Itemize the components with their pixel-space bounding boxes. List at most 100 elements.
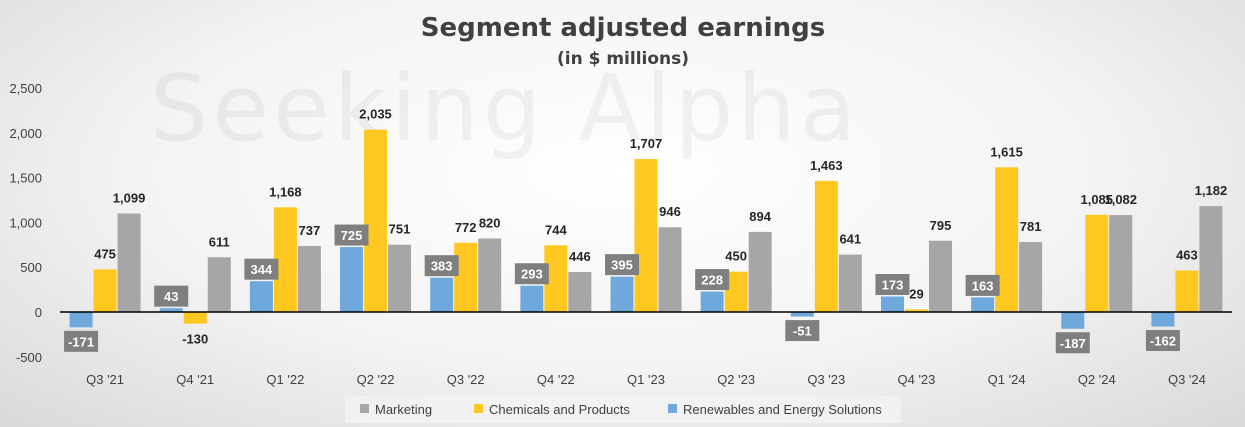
x-tick-label: Q2 '22 <box>357 372 395 387</box>
data-label-box <box>695 269 730 291</box>
bar-marketing <box>928 240 952 312</box>
data-label-chemicals-and-products: 450 <box>725 249 747 264</box>
data-label-box <box>1055 332 1090 354</box>
data-label-renewables-and-energy-solutions: 228 <box>701 273 723 288</box>
data-label-renewables-and-energy-solutions: 383 <box>431 259 453 274</box>
bar-renewables-and-energy-solutions <box>249 281 273 312</box>
chart-title: Segment adjusted earnings <box>421 13 826 43</box>
x-tick-label: Q3 '22 <box>447 372 485 387</box>
data-label-marketing: 894 <box>749 209 771 224</box>
bar-renewables-and-energy-solutions <box>159 308 183 312</box>
data-label-chemicals-and-products: 772 <box>455 220 477 235</box>
data-label-renewables-and-energy-solutions: 395 <box>611 258 633 273</box>
data-label-chemicals-and-products: 1,085 <box>1080 192 1113 207</box>
data-label-marketing: 946 <box>659 204 681 219</box>
bar-renewables-and-energy-solutions <box>69 312 93 328</box>
watermark-text: Seeking Alpha <box>150 55 860 162</box>
data-label-marketing: 1,099 <box>113 191 146 206</box>
data-label-marketing: 446 <box>569 249 591 264</box>
data-label-box <box>785 320 820 342</box>
bar-chemicals-and-products <box>995 167 1019 312</box>
bar-marketing <box>388 244 412 312</box>
bar-renewables-and-energy-solutions <box>700 291 724 312</box>
data-label-box <box>334 224 369 246</box>
chart-subtitle: (in $ millions) <box>557 49 689 69</box>
x-tick-label: Q1 '23 <box>627 372 665 387</box>
bar-chemicals-and-products <box>183 312 207 324</box>
bars-group <box>69 129 1223 329</box>
bar-chemicals-and-products <box>454 242 478 312</box>
data-labels-group: -171 475 1,099 43 -130 611 344 1,168 737 725 2,035… <box>64 107 1227 354</box>
bar-marketing <box>297 245 321 312</box>
y-tick-label: 2,500 <box>9 81 42 96</box>
data-label-marketing: 751 <box>389 222 411 237</box>
y-tick-label: -500 <box>16 350 42 365</box>
data-label-renewables-and-energy-solutions: 173 <box>882 277 904 292</box>
bar-marketing <box>1199 206 1223 312</box>
legend-swatch-marketing <box>360 404 369 413</box>
bar-marketing <box>568 272 592 312</box>
data-label-box <box>605 254 639 276</box>
y-tick-label: 2,000 <box>9 126 42 141</box>
bar-renewables-and-energy-solutions <box>790 312 814 317</box>
data-label-chemicals-and-products: 2,035 <box>359 107 392 122</box>
data-label-chemicals-and-products: 744 <box>545 222 567 237</box>
data-label-chemicals-and-products: 1,615 <box>990 144 1023 159</box>
legend-swatch-renewables-and-energy-solutions <box>668 404 677 413</box>
x-tick-label: Q2 '23 <box>717 372 755 387</box>
bar-chemicals-and-products <box>634 159 658 312</box>
data-label-chemicals-and-products: 29 <box>909 286 923 301</box>
bar-chemicals-and-products <box>904 309 928 312</box>
bar-marketing <box>1109 215 1133 312</box>
data-label-chemicals-and-products: 1,463 <box>810 158 843 173</box>
data-label-marketing: 611 <box>209 234 230 249</box>
x-tick-label: Q2 '24 <box>1078 372 1116 387</box>
data-label-chemicals-and-products: 475 <box>94 246 116 261</box>
data-label-box <box>514 263 549 285</box>
bar-chemicals-and-products <box>93 269 117 312</box>
bar-chemicals-and-products <box>1085 214 1109 312</box>
data-label-renewables-and-energy-solutions: 344 <box>251 262 273 277</box>
bar-chemicals-and-products <box>1175 270 1199 312</box>
legend-background <box>345 396 901 423</box>
y-tick-label: 1,500 <box>9 171 42 186</box>
data-label-renewables-and-energy-solutions: -187 <box>1060 336 1086 351</box>
data-label-box <box>64 330 99 352</box>
x-tick-label: Q3 '24 <box>1168 372 1206 387</box>
legend-label-renewables-and-energy-solutions: Renewables and Energy Solutions <box>683 402 882 417</box>
bar-chemicals-and-products <box>814 180 838 312</box>
data-label-renewables-and-energy-solutions: -162 <box>1150 334 1176 349</box>
legend-label-chemicals-and-products: Chemicals and Products <box>489 402 630 417</box>
data-label-renewables-and-energy-solutions: -51 <box>793 324 812 339</box>
data-label-marketing: 737 <box>299 223 321 238</box>
data-label-chemicals-and-products: 1,707 <box>630 136 663 151</box>
data-label-renewables-and-energy-solutions: -171 <box>68 334 94 349</box>
data-label-chemicals-and-products: -130 <box>182 332 208 347</box>
bar-marketing <box>658 227 682 312</box>
data-label-chemicals-and-products: 463 <box>1176 248 1198 263</box>
bar-renewables-and-energy-solutions <box>430 277 454 312</box>
bar-renewables-and-energy-solutions <box>880 296 904 312</box>
legend-label-marketing: Marketing <box>375 402 432 417</box>
bar-chemicals-and-products <box>273 207 297 312</box>
x-tick-label: Q1 '24 <box>988 372 1026 387</box>
x-tick-label: Q4 '23 <box>898 372 936 387</box>
data-label-chemicals-and-products: 1,168 <box>269 184 302 199</box>
bar-renewables-and-energy-solutions <box>520 285 544 312</box>
data-label-marketing: 641 <box>839 232 861 247</box>
bar-marketing <box>478 238 502 312</box>
data-label-box <box>1145 330 1180 352</box>
x-axis: Q3 '21 Q4 '21 Q1 '22 Q2 '22 Q3 '22 Q4 '22 Q1 '… <box>86 372 1206 387</box>
data-label-renewables-and-energy-solutions: 725 <box>341 228 363 243</box>
data-label-box <box>244 258 279 280</box>
legend-swatch-chemicals-and-products <box>474 404 483 413</box>
x-tick-label: Q3 '21 <box>86 372 124 387</box>
bar-renewables-and-energy-solutions <box>340 247 364 312</box>
data-label-marketing: 1,082 <box>1104 192 1137 207</box>
bar-marketing <box>838 254 862 312</box>
data-label-renewables-and-energy-solutions: 293 <box>521 267 543 282</box>
data-label-marketing: 1,182 <box>1195 183 1228 198</box>
bar-renewables-and-energy-solutions <box>971 297 995 312</box>
data-label-box <box>424 255 459 277</box>
